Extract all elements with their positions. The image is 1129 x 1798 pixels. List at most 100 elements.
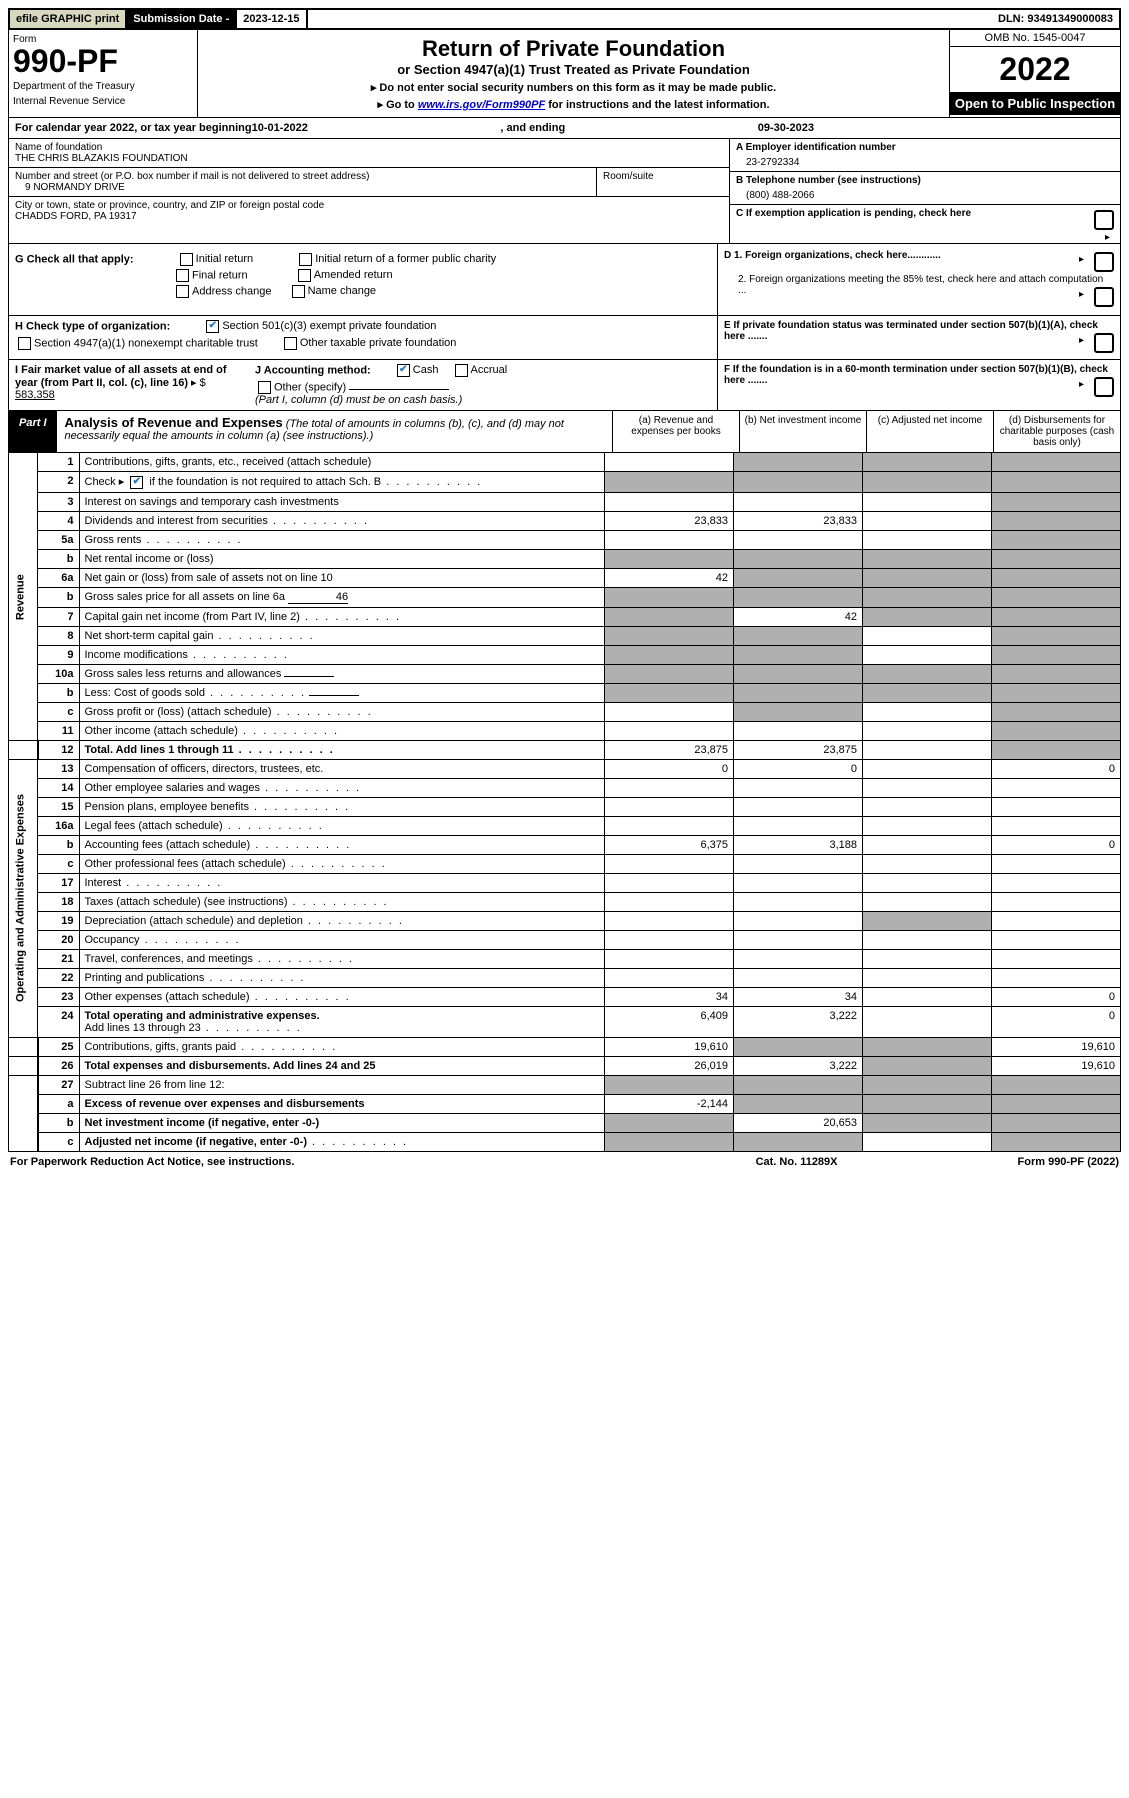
part1-table: Revenue 1Contributions, gifts, grants, e… xyxy=(8,453,1121,1152)
row-16b: Accounting fees (attach schedule) xyxy=(79,835,605,854)
row-1: Contributions, gifts, grants, etc., rece… xyxy=(79,453,605,472)
part1-label: Part I xyxy=(9,411,57,452)
city-label: City or town, state or province, country… xyxy=(15,200,723,211)
e-label: E If private foundation status was termi… xyxy=(724,320,1098,342)
revenue-side-label: Revenue xyxy=(9,453,38,740)
form-subtitle: or Section 4947(a)(1) Trust Treated as P… xyxy=(204,62,943,77)
f-label: F If the foundation is in a 60-month ter… xyxy=(724,364,1108,386)
row-17: Interest xyxy=(79,873,605,892)
f-checkbox[interactable] xyxy=(1094,377,1114,397)
row-18: Taxes (attach schedule) (see instruction… xyxy=(79,892,605,911)
j-note: (Part I, column (d) must be on cash basi… xyxy=(255,394,711,406)
g-amended-checkbox[interactable] xyxy=(298,269,311,282)
col-c-head: (c) Adjusted net income xyxy=(866,411,993,452)
row-16a: Legal fees (attach schedule) xyxy=(79,816,605,835)
h-501c3-checkbox[interactable]: ✔ xyxy=(206,320,219,333)
d1-label: D 1. Foreign organizations, check here..… xyxy=(724,250,941,261)
g-address-checkbox[interactable] xyxy=(176,285,189,298)
form-number: 990-PF xyxy=(13,45,193,77)
d2-checkbox[interactable] xyxy=(1094,287,1114,307)
ein-value: 23-2792334 xyxy=(736,153,1114,168)
row-9: Income modifications xyxy=(79,645,605,664)
schb-checkbox[interactable]: ✔ xyxy=(130,476,143,489)
c-checkbox[interactable] xyxy=(1094,210,1114,230)
foundation-name: THE CHRIS BLAZAKIS FOUNDATION xyxy=(15,153,723,164)
part1-title: Analysis of Revenue and Expenses xyxy=(65,415,283,430)
e-checkbox[interactable] xyxy=(1094,333,1114,353)
calendar-year-row: For calendar year 2022, or tax year begi… xyxy=(8,118,1121,139)
foundation-info: Name of foundation THE CHRIS BLAZAKIS FO… xyxy=(8,139,1121,244)
row-19: Depreciation (attach schedule) and deple… xyxy=(79,911,605,930)
row-16c: Other professional fees (attach schedule… xyxy=(79,854,605,873)
i-label: I Fair market value of all assets at end… xyxy=(15,364,227,389)
efile-print-button[interactable]: efile GRAPHIC print xyxy=(10,10,127,28)
form-title: Return of Private Foundation xyxy=(204,36,943,62)
row-6b: Gross sales price for all assets on line… xyxy=(79,587,605,607)
row-21: Travel, conferences, and meetings xyxy=(79,949,605,968)
row-2: Check ▸ ✔ if the foundation is not requi… xyxy=(79,472,605,493)
form-note-1: Do not enter social security numbers on … xyxy=(204,81,943,94)
row-24: Total operating and administrative expen… xyxy=(79,1006,605,1037)
tax-year: 2022 xyxy=(950,47,1120,92)
row-10b: Less: Cost of goods sold xyxy=(79,683,605,702)
dept-irs: Internal Revenue Service xyxy=(13,96,193,107)
row-7: Capital gain net income (from Part IV, l… xyxy=(79,607,605,626)
d2-label: 2. Foreign organizations meeting the 85%… xyxy=(738,274,1103,296)
row-12: Total. Add lines 1 through 11 xyxy=(79,740,605,759)
col-d-head: (d) Disbursements for charitable purpose… xyxy=(993,411,1120,452)
checks-g-d: G Check all that apply: Initial return I… xyxy=(8,244,1121,316)
j-label: J Accounting method: xyxy=(255,364,371,376)
form-header: Form 990-PF Department of the Treasury I… xyxy=(8,30,1121,118)
g-initial-checkbox[interactable] xyxy=(180,253,193,266)
open-to-public: Open to Public Inspection xyxy=(950,92,1120,115)
g-initial-former-checkbox[interactable] xyxy=(299,253,312,266)
g-label: G Check all that apply: xyxy=(15,253,134,265)
submission-date-label: Submission Date - xyxy=(127,10,237,28)
g-name-checkbox[interactable] xyxy=(292,285,305,298)
row-15: Pension plans, employee benefits xyxy=(79,797,605,816)
address-label: Number and street (or P.O. box number if… xyxy=(15,171,590,182)
ein-label: A Employer identification number xyxy=(736,142,1114,153)
row-6a: Net gain or (loss) from sale of assets n… xyxy=(79,568,605,587)
row-i-j-f: I Fair market value of all assets at end… xyxy=(8,360,1121,411)
h-4947-checkbox[interactable] xyxy=(18,337,31,350)
row-22: Printing and publications xyxy=(79,968,605,987)
j-accrual-checkbox[interactable] xyxy=(455,364,468,377)
row-26: Total expenses and disbursements. Add li… xyxy=(79,1056,605,1075)
col-a-head: (a) Revenue and expenses per books xyxy=(612,411,739,452)
row-3: Interest on savings and temporary cash i… xyxy=(79,492,605,511)
footer-right: Form 990-PF (2022) xyxy=(1018,1156,1119,1168)
part1-header: Part I Analysis of Revenue and Expenses … xyxy=(8,411,1121,453)
d1-checkbox[interactable] xyxy=(1094,252,1114,272)
h-label: H Check type of organization: xyxy=(15,320,170,332)
row-20: Occupancy xyxy=(79,930,605,949)
dept-treasury: Department of the Treasury xyxy=(13,81,193,92)
row-4: Dividends and interest from securities xyxy=(79,511,605,530)
phone-label: B Telephone number (see instructions) xyxy=(736,175,1114,186)
page-footer: For Paperwork Reduction Act Notice, see … xyxy=(8,1152,1121,1172)
row-10a: Gross sales less returns and allowances xyxy=(79,664,605,683)
row-13: Compensation of officers, directors, tru… xyxy=(79,759,605,778)
form-note-2: Go to www.irs.gov/Form990PF for instruct… xyxy=(204,98,943,111)
submission-date-value: 2023-12-15 xyxy=(237,10,307,28)
form990pf-link[interactable]: www.irs.gov/Form990PF xyxy=(418,99,545,111)
row-27a: Excess of revenue over expenses and disb… xyxy=(79,1094,605,1113)
row-27b: Net investment income (if negative, ente… xyxy=(79,1113,605,1132)
c-label: C If exemption application is pending, c… xyxy=(736,208,971,219)
g-final-checkbox[interactable] xyxy=(176,269,189,282)
row-23: Other expenses (attach schedule) xyxy=(79,987,605,1006)
phone-value: (800) 488-2066 xyxy=(736,186,1114,201)
h-other-checkbox[interactable] xyxy=(284,337,297,350)
row-11: Other income (attach schedule) xyxy=(79,721,605,740)
footer-mid: Cat. No. 11289X xyxy=(756,1156,838,1168)
j-other-checkbox[interactable] xyxy=(258,381,271,394)
city-value: CHADDS FORD, PA 19317 xyxy=(15,211,723,222)
col-b-head: (b) Net investment income xyxy=(739,411,866,452)
address-value: 9 NORMANDY DRIVE xyxy=(15,182,590,193)
footer-left: For Paperwork Reduction Act Notice, see … xyxy=(10,1156,294,1168)
j-cash-checkbox[interactable]: ✔ xyxy=(397,364,410,377)
omb-number: OMB No. 1545-0047 xyxy=(950,30,1120,47)
room-label: Room/suite xyxy=(597,168,729,196)
row-27c: Adjusted net income (if negative, enter … xyxy=(79,1132,605,1151)
top-bar: efile GRAPHIC print Submission Date - 20… xyxy=(8,8,1121,30)
